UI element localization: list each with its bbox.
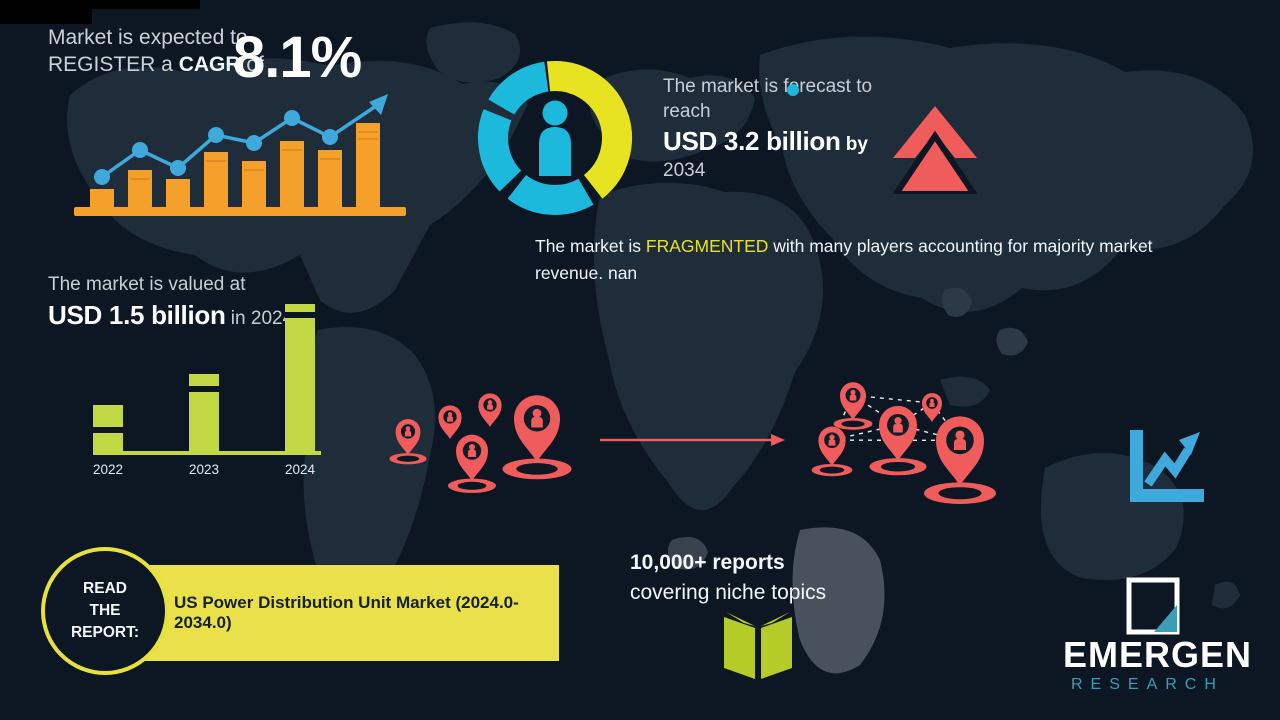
map-asia [759, 36, 1254, 312]
map-dot-marker [787, 84, 799, 96]
reports-promo: 10,000+ reports covering niche topics [630, 548, 826, 609]
forecast-line2: reach [663, 101, 711, 123]
valued-suffix: in 2024 [225, 307, 294, 329]
fragmented-pre: The market is [535, 236, 646, 256]
person-icon [539, 100, 571, 176]
logo-title: EMERGEN [1063, 634, 1253, 675]
map-greenland [426, 22, 520, 83]
map-gray-patch-small [667, 536, 708, 570]
map-island [940, 376, 990, 407]
read-line1: READ [83, 580, 127, 598]
growth-trend-chart [74, 94, 406, 216]
map-gray-patch [792, 527, 885, 674]
market-value-block: The market is valued at USD 1.5 billion … [48, 272, 293, 333]
map-island [1212, 581, 1240, 609]
forecast-block: The market is forecast to reach USD 3.2 … [663, 74, 872, 184]
market-share-donut-chart [478, 61, 632, 215]
cagr-line2: REGISTER a CAGR of [48, 53, 264, 77]
open-book-icon [724, 612, 792, 679]
cagr-value: 8.1% [233, 25, 362, 90]
valued-value-line: USD 1.5 billion in 2024 [48, 298, 293, 333]
valued-value: USD 1.5 billion [48, 299, 226, 330]
map-south-america [301, 327, 435, 622]
map-highlight-patch [996, 327, 1028, 356]
cagr-headline: Market is expected to REGISTER a CAGR of [48, 24, 264, 79]
forecast-value-line: USD 3.2 billion by [663, 124, 872, 158]
forecast-line1: The market is forecast to [663, 76, 873, 97]
valued-line1: The market is valued at [48, 274, 246, 295]
reports-promo-line2: covering niche topics [630, 581, 827, 605]
map-highlight-patch [942, 287, 972, 317]
market-value-bar-chart: 2022 2023 2024 [93, 304, 321, 477]
forecast-year: 2034 [663, 160, 706, 182]
read-line2: THE [89, 602, 121, 620]
cagr-line1: Market is expected to [48, 26, 248, 49]
forecast-by: by [840, 134, 868, 156]
report-banner[interactable]: US Power Distribution Unit Market (2024.… [140, 565, 559, 661]
map-australia [1040, 453, 1184, 580]
market-expansion-pins [389, 382, 996, 504]
svg-text:2024: 2024 [285, 462, 316, 477]
reports-promo-line1: 10,000+ reports [630, 551, 785, 574]
cagr-bold: CAGR [178, 53, 241, 77]
logo-subtitle: RESEARCH [1071, 676, 1224, 693]
svg-text:2022: 2022 [93, 462, 123, 477]
fragmented-highlight: FRAGMENTED [645, 236, 769, 256]
read-the-report-button[interactable]: READ THE REPORT: [41, 547, 169, 675]
fragmentation-statement: The market is FRAGMENTED with many playe… [535, 233, 1207, 286]
report-banner-title: US Power Distribution Unit Market (2024.… [174, 593, 519, 632]
map-africa [594, 182, 824, 511]
svg-text:2023: 2023 [189, 462, 219, 477]
fragmented-post: with many players accounting for majorit… [535, 236, 1153, 283]
read-line3: REPORT: [70, 623, 140, 641]
line-chart-growth-icon [1130, 430, 1204, 502]
forecast-value: USD 3.2 billion [663, 126, 841, 157]
double-chevron-up-icon [893, 106, 977, 194]
emergen-logo-square-icon [1126, 577, 1180, 635]
